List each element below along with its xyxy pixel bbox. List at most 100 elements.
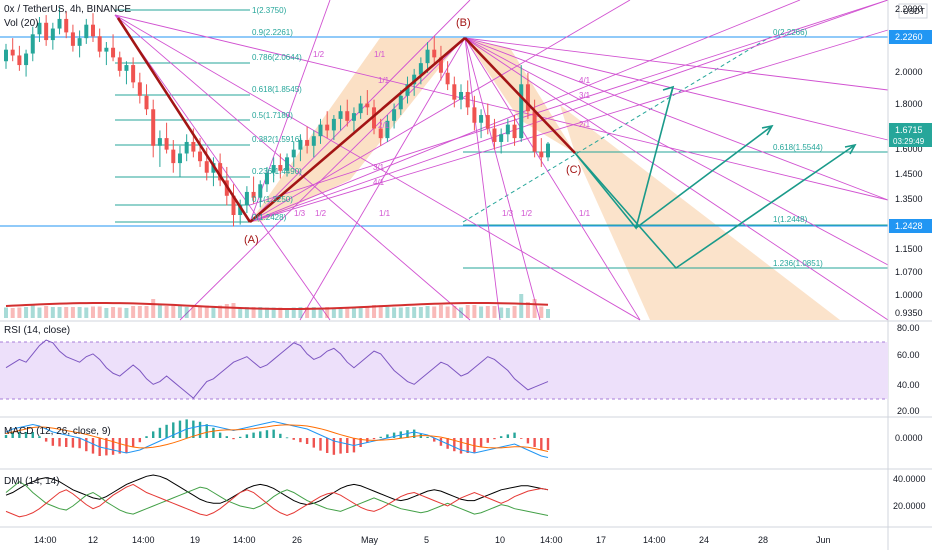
candle-body — [285, 157, 290, 171]
candle-body — [438, 57, 443, 73]
macd-histogram-bar — [85, 438, 88, 452]
macd-histogram-bar — [272, 429, 275, 438]
macd-histogram-bar — [225, 436, 229, 438]
candle-body — [452, 84, 457, 100]
macd-histogram-bar — [152, 431, 155, 438]
macd-histogram-bar — [479, 438, 483, 447]
candle-body — [97, 36, 102, 52]
volume-bar — [311, 307, 316, 318]
volume-bar — [345, 307, 350, 318]
macd-histogram-bar — [392, 432, 396, 438]
rsi-line — [5, 339, 549, 399]
candle-body — [298, 140, 303, 150]
macd-histogram-bar — [238, 436, 242, 438]
volume-bar — [144, 306, 149, 318]
macd-histogram-bar — [218, 432, 222, 438]
time-tick: May — [361, 535, 379, 545]
candle-body — [499, 134, 504, 142]
macd-histogram-bar — [192, 420, 195, 438]
candle-body — [465, 91, 470, 108]
macd-histogram-bar — [493, 438, 496, 440]
candle-body — [412, 74, 417, 85]
volume-bar — [485, 306, 490, 318]
volume-bar — [131, 306, 136, 318]
macd-histogram-bar — [339, 438, 342, 454]
volume-bar — [57, 307, 62, 318]
fib-label: 0.236(1.4490) — [252, 167, 302, 176]
macd-histogram-bar — [279, 433, 282, 438]
macd-histogram-bar — [319, 438, 322, 451]
rsi-axis-tick: 20.00 — [897, 406, 920, 416]
time-tick: 14:00 — [540, 535, 563, 545]
time-tick: 14:00 — [34, 535, 57, 545]
fib-label: 0(1.2428) — [252, 213, 287, 222]
macd-histogram-bar — [446, 438, 449, 449]
candle-body — [164, 138, 169, 150]
macd-histogram-bar — [265, 430, 269, 438]
fan-label: 1/3 — [502, 209, 514, 218]
volume-bar — [351, 307, 356, 318]
rsi-pane[interactable]: RSI (14, close) — [0, 325, 888, 400]
volume-bar — [438, 305, 443, 318]
candle-body — [177, 153, 182, 164]
candle-body — [492, 128, 497, 142]
volume-bar — [445, 306, 450, 318]
volume-bar — [198, 306, 203, 318]
candle-body — [398, 95, 403, 110]
volume-bar — [111, 307, 116, 318]
candle-body — [44, 22, 49, 41]
volume-bar — [97, 306, 102, 318]
candle-body — [365, 103, 370, 108]
macd-line — [5, 420, 549, 458]
volume-bar — [271, 307, 276, 318]
candle-body — [472, 107, 477, 123]
rsi-axis-tick: 80.00 — [897, 323, 920, 333]
volume-bar — [425, 306, 430, 318]
fib-ext-label: 1(1.2448) — [773, 215, 808, 224]
price-tick: 1.8000 — [895, 99, 923, 109]
volume-bar — [44, 306, 49, 318]
macd-histogram-bar — [439, 438, 443, 446]
candle-body — [244, 191, 249, 206]
volume-bar — [218, 305, 223, 318]
gann-fan-from-b — [179, 37, 889, 321]
fib-label: 1(2.3750) — [252, 6, 287, 15]
price-tick: 1.0700 — [895, 267, 923, 277]
macd-histogram-bar — [506, 434, 510, 438]
main-price-pane[interactable]: (A) (B) (C) 1(2.3750) 0.9(2.2261) 0.786(… — [0, 0, 889, 321]
gann-fan-from-top — [114, 14, 889, 321]
volume-bar — [372, 305, 377, 318]
currency-badge[interactable] — [898, 3, 928, 19]
candle-body — [24, 53, 29, 66]
macd-histogram-bar — [212, 427, 215, 438]
candle-body — [405, 84, 410, 96]
macd-histogram-bar — [305, 438, 309, 444]
current-price-text: 1.6715 — [895, 125, 923, 135]
macd-histogram-bar — [105, 438, 108, 456]
volume-bar — [70, 307, 75, 318]
time-tick: 24 — [699, 535, 709, 545]
volume-bar — [251, 307, 256, 318]
macd-pane[interactable]: MACD (12, 26, close, 9) — [4, 419, 550, 458]
candle-body — [372, 107, 377, 129]
fib-ext-label: 0(2.2266) — [773, 28, 808, 37]
price-axis[interactable]: USDT 2.2000 2.0000 1.8000 1.6000 1.4500 … — [889, 3, 932, 511]
volume-bar — [358, 308, 363, 318]
rsi-axis-tick: 40.00 — [897, 380, 920, 390]
candle-body — [318, 124, 323, 137]
pivot-label-c: (C) — [566, 164, 581, 176]
fan-label: 1/1 — [374, 50, 386, 59]
dmi-pane[interactable]: DMI (14, 14) — [4, 474, 549, 518]
candle-body — [278, 165, 283, 171]
fan-label: 1/1 — [379, 209, 391, 218]
fib-label: 0.786(2.0644) — [252, 53, 302, 62]
time-axis[interactable]: 14:00 12 14:00 19 14:00 26 May 5 10 14:0… — [34, 535, 831, 545]
candle-body — [385, 120, 390, 139]
time-tick: 14:00 — [132, 535, 155, 545]
candle-body — [258, 184, 263, 198]
volume-bar — [117, 307, 122, 318]
candle-body — [30, 34, 35, 54]
candle-body — [479, 115, 484, 123]
fan-label: 1/2 — [521, 209, 533, 218]
